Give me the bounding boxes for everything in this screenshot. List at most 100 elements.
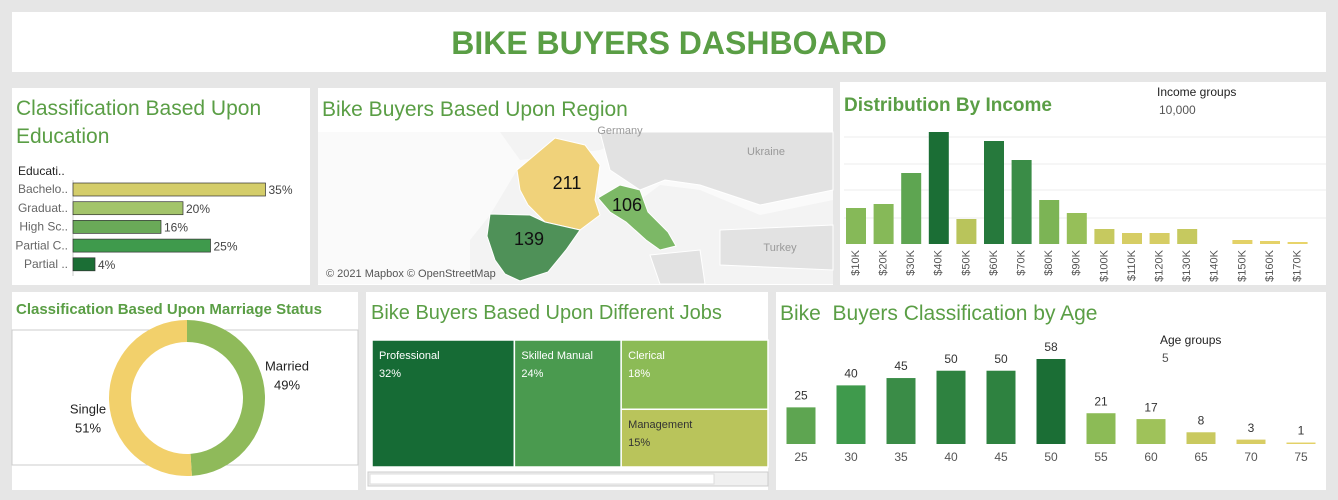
dashboard-title: BIKE BUYERS DASHBOARD [451, 25, 887, 61]
bar [1149, 233, 1170, 244]
bar [1186, 432, 1216, 444]
legend-box [1152, 82, 1326, 122]
scrollbar-thumb[interactable] [369, 473, 715, 485]
bar [1086, 413, 1116, 444]
x-tick-label: 60 [1144, 450, 1158, 464]
x-tick-label: $150K [1236, 249, 1248, 281]
chart-title: Classification Based Upon Education [16, 97, 262, 149]
category-label: High Sc.. [19, 220, 68, 234]
cell-label: Management [628, 419, 692, 431]
x-tick-label: $110K [1126, 249, 1138, 281]
treemap-cell [620, 408, 769, 468]
x-tick-label: 45 [994, 450, 1008, 464]
x-tick-label: $140K [1209, 249, 1221, 281]
bar [72, 220, 162, 234]
cell-label: Professional [379, 350, 440, 362]
bar [846, 208, 866, 244]
treemap-cell [371, 339, 516, 468]
value-label: 35% [269, 183, 293, 197]
bar [1232, 240, 1253, 244]
x-tick-label: $30K [905, 249, 917, 275]
chart-title: Bike Buyers Based Upon Different Jobs [371, 302, 722, 324]
bar [1136, 419, 1166, 444]
bar [72, 182, 266, 197]
x-tick-label: 70 [1244, 450, 1258, 464]
category-label: Graduat.. [18, 201, 68, 215]
x-tick-label: $100K [1098, 249, 1110, 281]
bar [1122, 233, 1142, 244]
bar [1039, 200, 1060, 244]
x-tick-label: $10K [850, 249, 862, 275]
bar [1286, 442, 1316, 444]
value-label: 17 [1144, 400, 1158, 414]
x-tick-label: $40K [933, 249, 945, 275]
slice-label: Single [70, 401, 106, 416]
region [516, 137, 601, 231]
legend-value: 5 [1162, 351, 1169, 365]
legend-title: Income groups [1157, 85, 1236, 99]
bar [956, 219, 977, 244]
region [597, 184, 677, 251]
bar [1036, 359, 1066, 444]
treemap-cell [513, 339, 622, 468]
chart-title: Classification Based Upon Marriage Statu… [16, 301, 322, 318]
region-label: 211 [553, 173, 582, 193]
bar [984, 141, 1004, 244]
header-panel [12, 12, 1326, 72]
bar [928, 132, 949, 244]
chart-title: Bike Buyers Based Upon Region [322, 98, 628, 121]
x-tick-label: $90K [1071, 249, 1083, 275]
slice-label: Married [265, 358, 309, 373]
x-tick-label: $70K [1016, 249, 1028, 275]
cell-value: 15% [628, 437, 650, 449]
place-label: Turkey [763, 242, 797, 254]
donut-slice [187, 320, 266, 476]
bar [1094, 229, 1115, 244]
category-label: Bachelo.. [18, 182, 68, 196]
bar [986, 370, 1016, 444]
value-label: 58 [1044, 340, 1058, 354]
x-tick-label: $80K [1043, 249, 1055, 275]
chart-title: Distribution By Income [844, 95, 1052, 116]
x-tick-label: 30 [844, 450, 858, 464]
cell-value: 18% [628, 368, 650, 380]
legend-title: Age groups [1160, 333, 1221, 347]
slice-value: 49% [274, 377, 300, 392]
bar [901, 173, 922, 244]
bar [886, 378, 916, 444]
chart-title: Bike Buyers Classification by Age [780, 302, 1098, 325]
x-tick-label: 75 [1294, 450, 1308, 464]
treemap-cell [620, 339, 769, 411]
value-label: 25 [794, 389, 808, 403]
axis-label: Educati.. [18, 164, 65, 178]
value-label: 45 [894, 359, 908, 373]
region-label: 139 [514, 229, 544, 249]
cell-label: Clerical [628, 350, 665, 362]
x-tick-label: $170K [1292, 249, 1304, 281]
value-label: 40 [844, 367, 858, 381]
bar [1066, 213, 1087, 244]
x-tick-label: $120K [1154, 249, 1166, 281]
attribution: © 2021 Mapbox © OpenStreetMap [326, 268, 496, 280]
bar [873, 204, 894, 244]
cell-value: 24% [521, 368, 543, 380]
place-label: Germany [597, 125, 643, 137]
x-tick-label: 55 [1094, 450, 1108, 464]
place-label: Ukraine [747, 146, 785, 158]
cell-label: Skilled Manual [521, 350, 593, 362]
bar [836, 385, 866, 444]
bar [1011, 160, 1032, 244]
legend-value: 10,000 [1159, 103, 1196, 117]
value-label: 50 [944, 352, 958, 366]
panel-frame [11, 329, 359, 466]
value-label: 25% [214, 239, 238, 253]
value-label: 21 [1094, 394, 1108, 408]
region [486, 213, 581, 282]
value-label: 1 [1298, 424, 1305, 438]
value-label: 3 [1248, 421, 1255, 435]
bar [1177, 229, 1198, 244]
value-label: 8 [1198, 413, 1205, 427]
bar [936, 370, 966, 444]
